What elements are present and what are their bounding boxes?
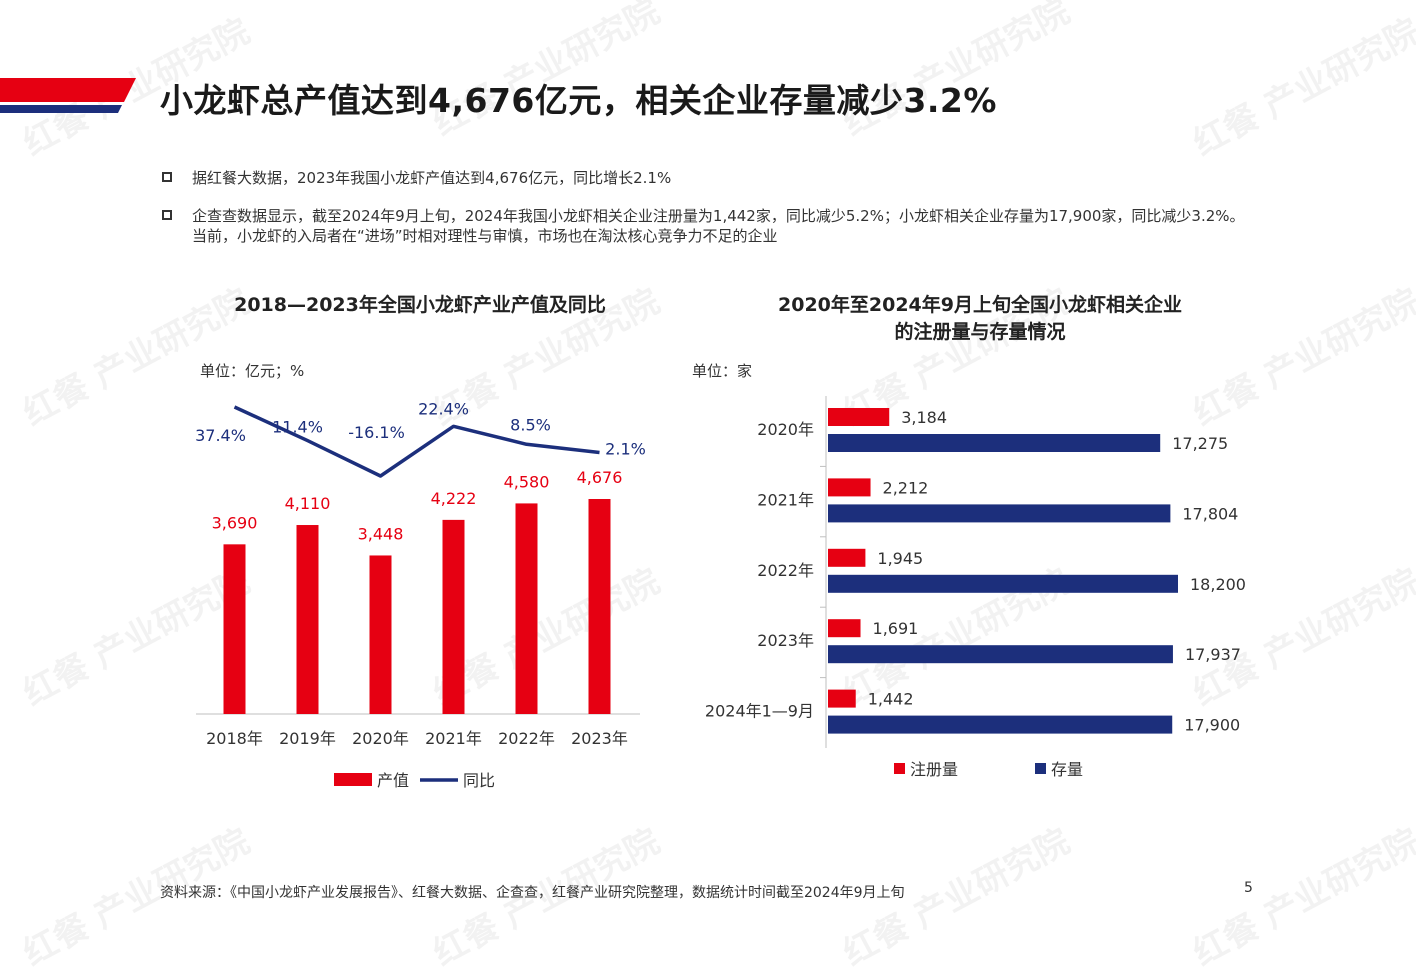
watermark: 红餐 产业研究院	[426, 0, 667, 144]
watermark: 红餐 产业研究院	[1186, 11, 1416, 164]
yoy-value-label: 8.5%	[510, 415, 551, 434]
source-note: 资料来源：《中国小龙虾产业发展报告》、红餐大数据、企查查，红餐产业研究院整理，数…	[160, 885, 905, 901]
bar-value-label: 1,442	[868, 690, 914, 709]
x-tick-label: 2021年	[425, 729, 482, 748]
bar-value-label: 1,691	[873, 619, 919, 638]
chart2-title-line: 的注册量与存量情况	[894, 321, 1066, 343]
bar-value-label: 3,184	[901, 408, 947, 427]
bar-production-value	[515, 503, 538, 714]
chart2-title-line: 2020年至2024年9月上旬全国小龙虾相关企业	[778, 294, 1182, 316]
bar-value-label: 4,222	[431, 489, 477, 508]
chart1-unit: 单位：亿元；%	[200, 362, 305, 380]
yoy-value-label: 37.4%	[195, 426, 246, 445]
bar-value-label: 2,212	[883, 478, 929, 497]
bar-value-label: 1,945	[877, 549, 923, 568]
bar-existing-enterprises	[828, 715, 1173, 734]
bar-value-label: 4,110	[285, 494, 331, 513]
legend-bar-swatch	[334, 773, 372, 786]
bar-registrations	[828, 478, 871, 497]
bar-value-label: 4,580	[504, 472, 550, 491]
bar-registrations	[828, 689, 856, 708]
bar-value-label: 17,900	[1184, 716, 1240, 735]
bar-production-value	[296, 525, 319, 714]
y-tick-label: 2020年	[757, 420, 814, 439]
bar-registrations	[828, 548, 866, 567]
legend-existing-swatch	[1035, 763, 1046, 774]
yoy-value-label: 2.1%	[605, 440, 646, 459]
legend-line-label: 同比	[463, 771, 495, 790]
chart2-svg: 3,184 17,275 2020年 2,212 17,804 2021年 1,945 18,…	[705, 396, 1246, 779]
x-tick-label: 2019年	[279, 729, 336, 748]
yoy-value-label: 22.4%	[418, 399, 469, 418]
y-tick-label: 2021年	[757, 490, 814, 509]
watermark: 红餐 产业研究院	[836, 0, 1077, 144]
bar-value-label: 3,690	[212, 513, 258, 532]
bar-production-value	[588, 499, 611, 714]
x-tick-label: 2022年	[498, 729, 555, 748]
chart2-unit: 单位：家	[692, 362, 753, 380]
legend-existing-label: 存量	[1051, 760, 1083, 779]
y-tick-label: 2023年	[757, 631, 814, 650]
bar-value-label: 4,676	[577, 468, 623, 487]
legend-bar-label: 产值	[377, 771, 409, 790]
x-tick-label: 2020年	[352, 729, 409, 748]
bar-production-value	[369, 555, 392, 714]
bar-existing-enterprises	[828, 434, 1161, 452]
bar-existing-enterprises	[828, 504, 1171, 523]
bar-value-label: 3,448	[358, 524, 404, 543]
legend-registrations-label: 注册量	[910, 760, 958, 779]
chart1-title: 2018—2023年全国小龙虾产业产值及同比	[234, 294, 606, 316]
bar-registrations	[828, 408, 890, 426]
yoy-value-label: -16.1%	[348, 423, 405, 442]
y-tick-label: 2022年	[757, 561, 814, 580]
bar-value-label: 17,804	[1182, 504, 1238, 523]
bar-value-label: 17,937	[1185, 645, 1241, 664]
bar-existing-enterprises	[828, 645, 1173, 664]
bullet-text: 据红餐大数据，2023年我国小龙虾产值达到4,676亿元，同比增长2.1%	[192, 169, 672, 187]
bar-value-label: 17,275	[1172, 434, 1228, 453]
page-title: 小龙虾总产值达到4,676亿元，相关企业存量减少3.2%	[160, 81, 997, 120]
bullet-text: 企查查数据显示，截至2024年9月上旬，2024年我国小龙虾相关企业注册量为1,…	[192, 207, 1245, 245]
header-accent-bar	[0, 78, 136, 113]
page-number: 5	[1244, 880, 1253, 896]
bar-existing-enterprises	[828, 574, 1178, 593]
bar-production-value	[223, 544, 246, 714]
chart2-title: 2020年至2024年9月上旬全国小龙虾相关企业 的注册量与存量情况	[720, 292, 1240, 346]
yoy-growth-line	[233, 405, 600, 478]
yoy-value-label: 11.4%	[272, 418, 323, 437]
watermark: 红餐 产业研究院	[1186, 821, 1416, 974]
bullet-square-icon	[162, 172, 172, 182]
y-tick-label: 2024年1—9月	[705, 702, 814, 721]
chart1-svg: 3,690 2018年 4,110 2019年 3,448 2020年 4,222 2021年…	[195, 399, 646, 790]
bar-registrations	[828, 619, 861, 638]
legend-registrations-swatch	[894, 763, 905, 774]
bar-production-value	[442, 519, 465, 714]
bar-value-label: 18,200	[1190, 575, 1246, 594]
bullet-square-icon	[162, 210, 172, 220]
x-tick-label: 2023年	[571, 729, 628, 748]
x-tick-label: 2018年	[206, 729, 263, 748]
